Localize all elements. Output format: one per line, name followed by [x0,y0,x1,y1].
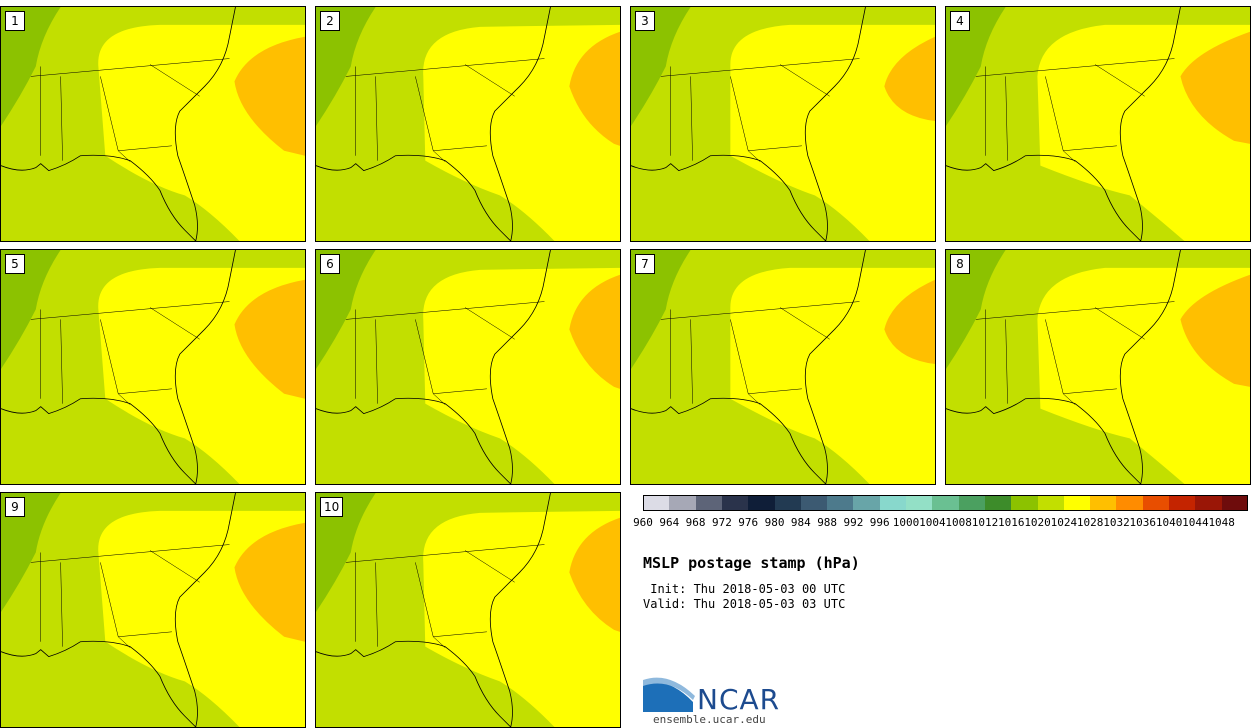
mslp-map [946,250,1250,484]
mslp-map [316,250,620,484]
init-time: Init: Thu 2018-05-03 00 UTC [643,582,846,596]
colorbar-swatch [853,495,881,511]
mslp-map [316,493,620,727]
colorbar-tick-label: 968 [685,516,706,529]
map-panel-5: 5 [0,249,306,485]
map-panel-3: 3 [630,6,936,242]
mslp-map [1,250,305,484]
colorbar-swatch [1142,495,1170,511]
colorbar-tick-label: 992 [843,516,864,529]
colorbar-tick-label: 1020 [1024,516,1051,529]
colorbar-swatch [774,495,802,511]
map-panel-6: 6 [315,249,621,485]
member-label: 8 [950,254,970,274]
colorbar-tick-label: 1012 [971,516,999,529]
site-url: ensemble.ucar.edu [653,713,766,726]
map-panel-1: 1 [0,6,306,242]
colorbar-swatch [1195,495,1223,511]
mslp-map [1,493,305,727]
colorbar-swatch [1011,495,1039,511]
colorbar-tick-label: 996 [869,516,890,529]
member-label: 6 [320,254,340,274]
map-panel-8: 8 [945,249,1251,485]
member-label: 9 [5,497,25,517]
colorbar-swatch [1063,495,1091,511]
colorbar-tick-label: 964 [659,516,680,529]
map-panel-4: 4 [945,6,1251,242]
colorbar-swatch [827,495,854,511]
colorbar-swatch [1037,495,1065,511]
member-label: 2 [320,11,340,31]
colorbar-swatch [748,495,775,511]
colorbar-tick-label: 1024 [1050,516,1078,529]
colorbar-tick-label: 1040 [1155,516,1183,529]
colorbar-tick-label: 1000 [892,516,920,529]
colorbar-tick-label: 1004 [919,516,946,529]
colorbar-swatch [643,495,670,511]
member-label: 4 [950,11,970,31]
colorbar-tick-label: 1032 [1103,516,1130,529]
mslp-map [631,250,935,484]
colorbar-swatch [932,495,960,511]
colorbar-swatch [1221,495,1249,511]
colorbar-tick-label: 1048 [1208,516,1235,529]
colorbar-tick-label: 1016 [998,516,1025,529]
colorbar-tick-label: 984 [790,516,811,529]
mslp-map [316,7,620,241]
colorbar-tick-label: 1036 [1129,516,1157,529]
colorbar-swatch [906,495,933,511]
colorbar-swatch [879,495,907,511]
member-label: 5 [5,254,25,274]
member-label: 7 [635,254,655,274]
colorbar-swatch [1090,495,1117,511]
colorbar-tick-label: 1028 [1076,516,1104,529]
member-label: 10 [320,497,344,517]
map-panel-2: 2 [315,6,621,242]
colorbar-tick-label: 960 [633,516,653,529]
mslp-map [946,7,1250,241]
member-label: 3 [635,11,655,31]
map-panel-7: 7 [630,249,936,485]
colorbar-tick-label: 972 [711,516,732,529]
colorbar-swatch [1169,495,1196,511]
colorbar-frame [643,495,1248,511]
mslp-map [1,7,305,241]
colorbar-swatch [695,495,723,511]
colorbar-swatch [958,495,986,511]
mslp-map [631,7,935,241]
chart-title: MSLP postage stamp (hPa) [643,554,860,572]
map-panel-9: 9 [0,492,306,728]
colorbar-tick-label: 976 [738,516,759,529]
ncar-logo-icon [643,677,695,712]
colorbar-swatch [721,495,749,511]
ncar-logo-text: NCAR [697,683,781,716]
colorbar-tick-label: 980 [764,516,785,529]
valid-time: Valid: Thu 2018-05-03 03 UTC [643,597,846,611]
colorbar-tick-label: 1044 [1182,516,1209,529]
colorbar-swatch [669,495,697,511]
colorbar-swatch [1116,495,1144,511]
colorbar-swatch [984,495,1012,511]
member-label: 1 [5,11,25,31]
colorbar-swatch [800,495,828,511]
colorbar-tick-label: 1008 [945,516,972,529]
map-panel-10: 10 [315,492,621,728]
colorbar-tick-label: 988 [817,516,838,529]
